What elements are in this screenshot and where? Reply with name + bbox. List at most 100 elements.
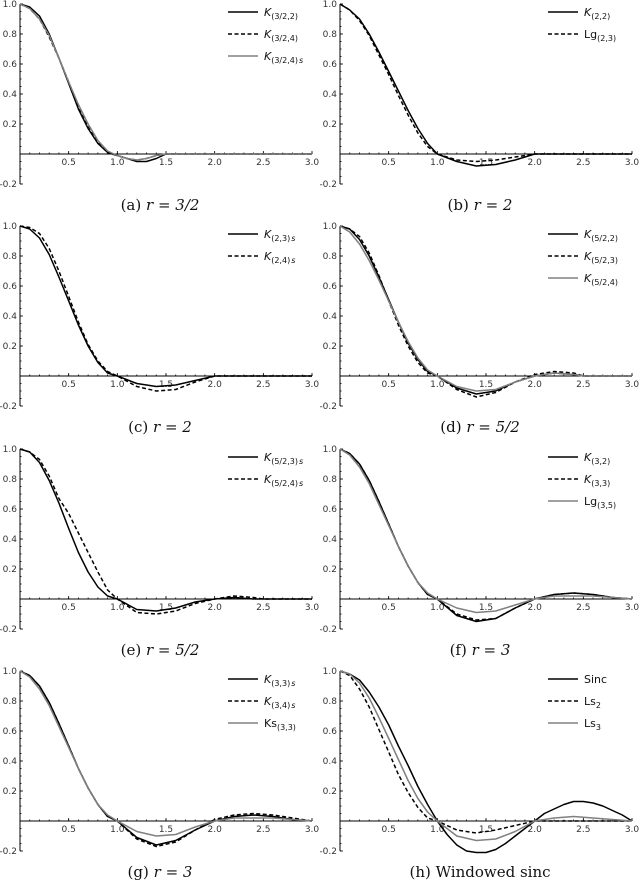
legend-label: K(5/2,3) [584, 250, 618, 265]
y-tick-label: 0.4 [323, 312, 338, 322]
series-line-2 [19, 225, 312, 392]
y-tick-label: 0.8 [323, 252, 338, 262]
y-tick-label: -0.2 [320, 402, 337, 412]
x-tick-label: 2.0 [208, 825, 223, 835]
series-line-1 [339, 670, 633, 854]
y-tick-label: 0.4 [3, 757, 18, 767]
x-tick-label: 1.0 [110, 603, 125, 613]
x-tick-label: 2.5 [576, 158, 590, 168]
y-tick-label: 0.6 [323, 727, 338, 737]
y-tick-label: 1.0 [3, 667, 18, 677]
x-tick-label: 2.0 [208, 158, 223, 168]
chart-panel-h: 1.0 0.8 0.6 0.4 0.2 -0.2 0.5 1.0 1.5 2.0 2.5 3.0 Sin… [320, 667, 640, 889]
chart-caption: (a) r = 3/2 [120, 196, 200, 214]
series-line-2 [339, 225, 632, 398]
x-tick-label: 1.5 [479, 380, 493, 390]
y-tick-label: 0.6 [3, 727, 18, 737]
chart-svg-d: 1.0 0.8 0.6 0.4 0.2 -0.2 0.5 1.0 1.5 2.0 2.5 3.0 K(5… [320, 222, 640, 412]
y-tick-label: 1.0 [3, 0, 18, 10]
y-tick-label: -0.2 [0, 402, 17, 412]
x-tick-label: 2.5 [256, 380, 270, 390]
x-tick-label: 2.0 [528, 603, 543, 613]
chart-caption: (b) r = 2 [447, 196, 513, 214]
y-tick-label: -0.2 [0, 625, 17, 635]
legend-label: K(3,3)s [264, 673, 295, 688]
chart-caption: (h) Windowed sinc [409, 863, 551, 881]
legend-label: Lg(3,5) [584, 495, 616, 510]
y-tick-label: 0.6 [3, 60, 18, 70]
x-tick-label: 0.5 [382, 603, 396, 613]
x-tick-label: 0.5 [62, 158, 76, 168]
x-tick-label: 3.0 [305, 825, 320, 835]
y-tick-label: 0.4 [323, 757, 338, 767]
y-tick-label: 0.4 [3, 535, 18, 545]
series-line-2 [339, 3, 632, 163]
x-tick-label: 2.0 [528, 825, 543, 835]
x-tick-label: 3.0 [305, 380, 320, 390]
x-tick-label: 2.5 [576, 825, 590, 835]
x-tick-label: 1.5 [479, 158, 493, 168]
legend-label: K(3/2,2) [264, 6, 298, 21]
x-tick-label: 2.0 [528, 158, 543, 168]
legend-label: K(2,4)s [264, 250, 295, 265]
legend-label: K(3,3) [584, 473, 610, 488]
y-tick-label: 0.8 [323, 30, 338, 40]
series-line-3 [339, 448, 633, 614]
x-tick-label: 2.5 [576, 603, 590, 613]
y-tick-label: 0.4 [3, 312, 18, 322]
legend-label: Ks(3,3) [264, 717, 296, 732]
chart-panel-d: 1.0 0.8 0.6 0.4 0.2 -0.2 0.5 1.0 1.5 2.0 2.5 3.0 K(5… [320, 222, 640, 444]
x-tick-label: 3.0 [625, 380, 640, 390]
x-tick-label: 1.0 [430, 603, 445, 613]
x-tick-label: 3.0 [305, 603, 320, 613]
y-tick-label: 0.6 [323, 505, 338, 515]
series-line-1 [19, 448, 312, 612]
x-tick-label: 0.5 [382, 380, 396, 390]
x-tick-label: 3.0 [625, 825, 640, 835]
x-tick-label: 2.0 [208, 603, 223, 613]
y-tick-label: -0.2 [0, 847, 17, 857]
legend-label: K(3/2,4) [264, 28, 298, 43]
y-tick-label: 0.2 [3, 342, 17, 352]
chart-caption: (g) r = 3 [127, 863, 193, 881]
x-tick-label: 1.5 [479, 603, 493, 613]
chart-caption: (e) r = 5/2 [120, 641, 200, 659]
legend-label: K(3/2,4)s [264, 50, 303, 65]
x-tick-label: 1.0 [430, 825, 445, 835]
x-tick-label: 2.0 [528, 380, 543, 390]
y-tick-label: 0.6 [323, 60, 338, 70]
y-tick-label: 0.2 [3, 787, 17, 797]
chart-panel-a: 1.0 0.8 0.6 0.4 0.2 -0.2 0.5 1.0 1.5 2.0 2.5 3.0 K(3… [0, 0, 320, 222]
chart-panel-g: 1.0 0.8 0.6 0.4 0.2 -0.2 0.5 1.0 1.5 2.0 2.5 3.0 K(3… [0, 667, 320, 889]
chart-svg-g: 1.0 0.8 0.6 0.4 0.2 -0.2 0.5 1.0 1.5 2.0 2.5 3.0 K(3… [0, 667, 320, 857]
y-tick-label: 1.0 [3, 445, 18, 455]
chart-panel-f: 1.0 0.8 0.6 0.4 0.2 -0.2 0.5 1.0 1.5 2.0 2.5 3.0 K(3… [320, 445, 640, 667]
y-tick-label: -0.2 [320, 180, 337, 190]
legend-label: Sinc [584, 673, 607, 686]
y-tick-label: 0.4 [323, 535, 338, 545]
chart-panel-c: 1.0 0.8 0.6 0.4 0.2 -0.2 0.5 1.0 1.5 2.0 2.5 3.0 K(2… [0, 222, 320, 444]
x-tick-label: 3.0 [305, 158, 320, 168]
x-tick-label: 0.5 [382, 158, 396, 168]
x-tick-label: 3.0 [625, 158, 640, 168]
series-line-2 [19, 448, 312, 615]
chart-panel-e: 1.0 0.8 0.6 0.4 0.2 -0.2 0.5 1.0 1.5 2.0 2.5 3.0 K(5… [0, 445, 320, 667]
x-tick-label: 1.5 [479, 825, 493, 835]
chart-caption: (d) r = 5/2 [440, 418, 520, 436]
y-tick-label: 0.8 [323, 475, 338, 485]
y-tick-label: 0.8 [3, 30, 18, 40]
chart-svg-h: 1.0 0.8 0.6 0.4 0.2 -0.2 0.5 1.0 1.5 2.0 2.5 3.0 Sin… [320, 667, 640, 857]
y-tick-label: -0.2 [0, 180, 17, 190]
chart-caption: (f) r = 3 [449, 641, 511, 659]
y-tick-label: 0.6 [3, 282, 18, 292]
x-tick-label: 1.0 [430, 380, 445, 390]
y-tick-label: 1.0 [3, 222, 18, 232]
y-tick-label: 1.0 [323, 667, 338, 677]
legend-label: K(2,2) [584, 6, 610, 21]
y-tick-label: 0.2 [323, 342, 337, 352]
y-tick-label: -0.2 [320, 625, 337, 635]
y-tick-label: 0.2 [3, 120, 17, 130]
y-tick-label: 0.2 [323, 120, 337, 130]
chart-caption: (c) r = 2 [128, 418, 192, 436]
legend-label: K(3,2) [584, 451, 610, 466]
